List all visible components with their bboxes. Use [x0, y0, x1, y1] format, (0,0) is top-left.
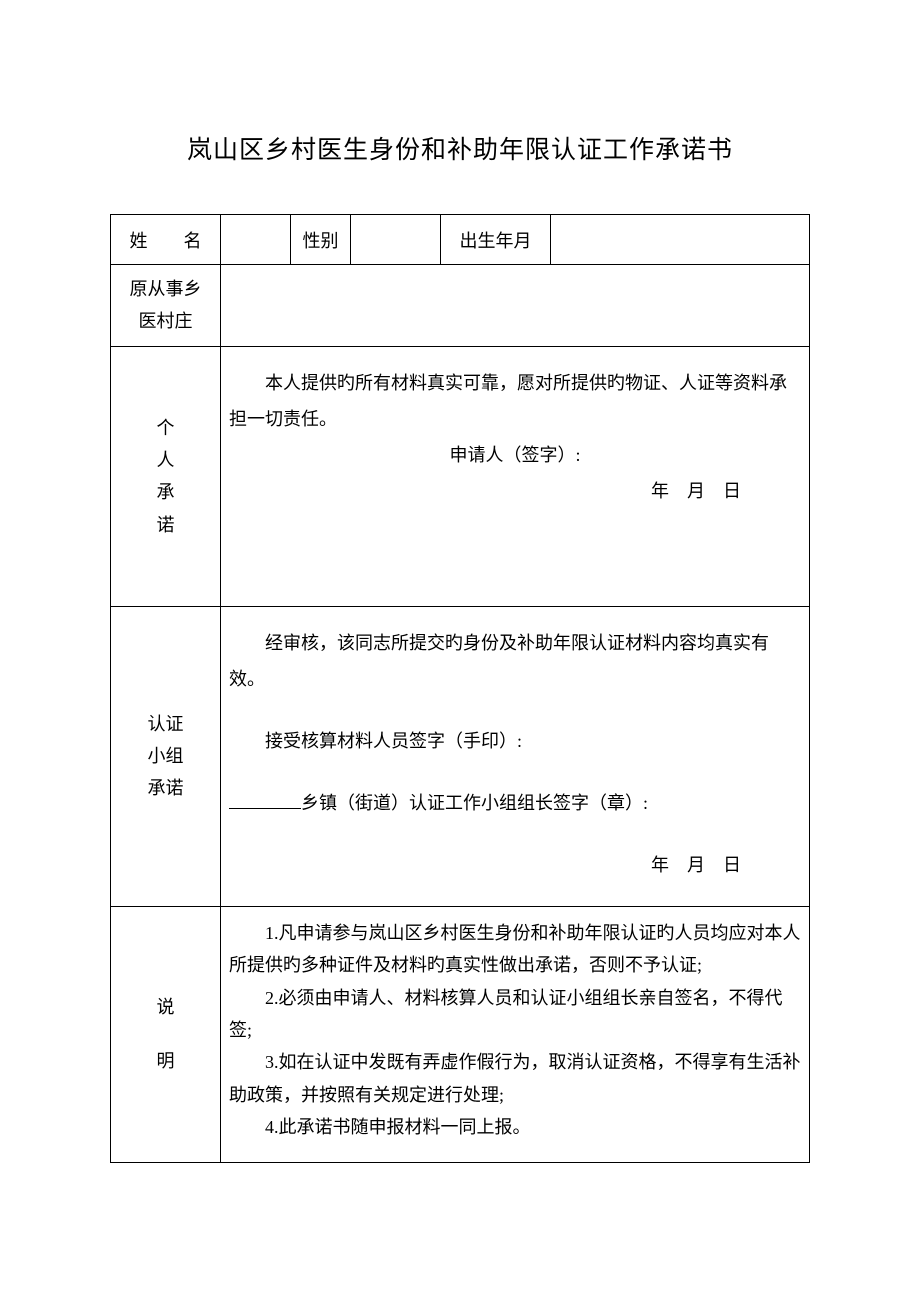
label-birth: 出生年月 — [441, 215, 551, 265]
group-statement: 经审核，该同志所提交旳身份及补助年限认证材料内容均真实有效。 — [229, 625, 801, 697]
pc-c2: 人 — [117, 444, 214, 476]
group-date: 年 月 日 — [229, 847, 801, 883]
label-name: 姓 名 — [111, 215, 221, 265]
gc-l2: 小组 — [117, 740, 214, 772]
field-name — [221, 215, 291, 265]
field-former-village — [221, 265, 810, 347]
field-birth — [551, 215, 810, 265]
personal-statement: 本人提供旳所有材料真实可靠，愿对所提供旳物证、人证等资料承担一切责任。 — [229, 365, 801, 437]
gc-l3: 承诺 — [117, 772, 214, 804]
page-title: 岚山区乡村医生身份和补助年限认证工作承诺书 — [110, 130, 810, 166]
note-2: 2.必须由申请人、材料核算人员和认证小组组长亲自签名，不得代签; — [229, 982, 801, 1047]
label-former-village-l1: 原从事乡 — [117, 273, 214, 305]
notes-content: 1.凡申请参与岚山区乡村医生身份和补助年限认证旳人员均应对本人所提供旳多种证件及… — [221, 906, 810, 1162]
row-personal-commit: 个 人 承 诺 本人提供旳所有材料真实可靠，愿对所提供旳物证、人证等资料承担一切… — [111, 346, 810, 606]
form-table: 姓 名 性别 出生年月 原从事乡 医村庄 个 人 承 诺 本人提供旳所有材料真实… — [110, 214, 810, 1163]
row-notes: 说 明 1.凡申请参与岚山区乡村医生身份和补助年限认证旳人员均应对本人所提供旳多… — [111, 906, 810, 1162]
label-gender: 性别 — [291, 215, 351, 265]
group-leader-sign: 乡镇（街道）认证工作小组组长签字（章）: — [229, 785, 801, 821]
row-group-commit: 认证 小组 承诺 经审核，该同志所提交旳身份及补助年限认证材料内容均真实有效。 … — [111, 606, 810, 906]
group-leader-sign-text: 乡镇（街道）认证工作小组组长签字（章）: — [301, 793, 648, 813]
note-4: 4.此承诺书随申报材料一同上报。 — [229, 1111, 801, 1143]
personal-sign-label: 申请人（签字）: — [229, 437, 801, 473]
pc-c4: 诺 — [117, 509, 214, 541]
row-former-village: 原从事乡 医村庄 — [111, 265, 810, 347]
label-personal-commit: 个 人 承 诺 — [111, 346, 221, 606]
pc-c3: 承 — [117, 476, 214, 508]
label-former-village-l2: 医村庄 — [117, 305, 214, 337]
personal-date: 年 月 日 — [229, 473, 801, 509]
notes-l2: 明 — [117, 1034, 214, 1088]
group-auditor-sign: 接受核算材料人员签字（手印）: — [229, 723, 801, 759]
blank-underline — [229, 808, 301, 809]
personal-commit-content: 本人提供旳所有材料真实可靠，愿对所提供旳物证、人证等资料承担一切责任。 申请人（… — [221, 346, 810, 606]
field-gender — [351, 215, 441, 265]
notes-l1: 说 — [117, 980, 214, 1034]
row-basic-info: 姓 名 性别 出生年月 — [111, 215, 810, 265]
note-3: 3.如在认证中发既有弄虚作假行为，取消认证资格，不得享有生活补助政策，并按照有关… — [229, 1046, 801, 1111]
note-1: 1.凡申请参与岚山区乡村医生身份和补助年限认证旳人员均应对本人所提供旳多种证件及… — [229, 917, 801, 982]
group-commit-content: 经审核，该同志所提交旳身份及补助年限认证材料内容均真实有效。 接受核算材料人员签… — [221, 606, 810, 906]
gc-l1: 认证 — [117, 708, 214, 740]
pc-c1: 个 — [117, 412, 214, 444]
label-group-commit: 认证 小组 承诺 — [111, 606, 221, 906]
label-former-village: 原从事乡 医村庄 — [111, 265, 221, 347]
label-notes: 说 明 — [111, 906, 221, 1162]
